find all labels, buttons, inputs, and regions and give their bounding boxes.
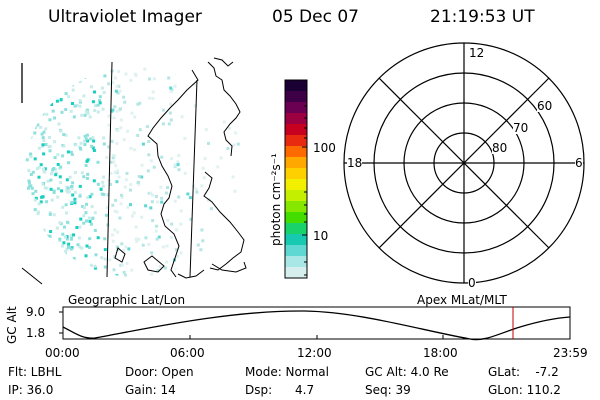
colorbar-band bbox=[285, 201, 307, 213]
colorbar-band bbox=[285, 146, 307, 158]
colorbar-band bbox=[285, 190, 307, 202]
colorbar-band bbox=[285, 245, 307, 257]
instrument-title: Ultraviolet Imager bbox=[48, 7, 202, 27]
mlt-label-6: 6 bbox=[575, 156, 583, 170]
mlat-label-60: 60 bbox=[537, 99, 553, 113]
coastlines bbox=[21, 57, 247, 285]
colorbar-ticks bbox=[302, 105, 307, 276]
dsp-readout: Dsp: 4.7 bbox=[245, 383, 315, 397]
apex-label: Apex MLat/MLT bbox=[417, 293, 507, 307]
date-label: 05 Dec 07 bbox=[272, 7, 359, 27]
colorbar-tick-100: 100 bbox=[313, 141, 336, 155]
altitude-xtick-1800: 18:00 bbox=[423, 346, 458, 360]
time-label: 21:19:53 UT bbox=[430, 7, 535, 27]
colorbar-band bbox=[285, 102, 307, 114]
colorbar-band bbox=[285, 212, 307, 224]
ip-readout: IP: 36.0 bbox=[8, 383, 54, 397]
altitude-xtick-0600: 06:00 bbox=[170, 346, 205, 360]
colorbar-band bbox=[285, 124, 307, 136]
door-readout: Door: Open bbox=[125, 365, 194, 379]
mlt-label-18: 18 bbox=[347, 156, 363, 170]
mlt-label-0: 0 bbox=[468, 276, 476, 290]
geographic-label: Geographic Lat/Lon bbox=[68, 293, 186, 307]
colorbar-band bbox=[285, 80, 307, 92]
colorbar-band bbox=[285, 113, 307, 125]
colorbar-band bbox=[285, 135, 307, 147]
colorbar-band bbox=[285, 179, 307, 191]
colorbar-band bbox=[285, 223, 307, 235]
colorbar-band bbox=[285, 91, 307, 103]
colorbar-gradient bbox=[285, 80, 307, 279]
polar-diagonal-2 bbox=[378, 77, 550, 249]
seq-readout: Seq: 39 bbox=[365, 383, 411, 397]
colorbar-band bbox=[285, 267, 307, 279]
colorbar-band bbox=[285, 157, 307, 169]
colorbar-band bbox=[285, 234, 307, 246]
altitude-xtick-2359: 23:59 bbox=[553, 346, 588, 360]
mlat-label-70: 70 bbox=[513, 121, 529, 135]
filter-readout: Flt: LBHL bbox=[8, 365, 62, 379]
altitude-ytick-1-8: 1.8 bbox=[26, 326, 46, 340]
altitude-ytick-9: 9.0 bbox=[26, 305, 46, 319]
glat-readout: GLat: -7.2 bbox=[488, 365, 559, 379]
mlat-label-80: 80 bbox=[492, 141, 508, 155]
colorbar-band bbox=[285, 256, 307, 268]
colorbar-tick-10: 10 bbox=[313, 229, 329, 243]
mlt-label-12: 12 bbox=[469, 46, 485, 60]
gain-readout: Gain: 14 bbox=[125, 383, 176, 397]
gc-alt-readout: GC Alt: 4.0 Re bbox=[365, 365, 449, 379]
altitude-xtick-0000: 00:00 bbox=[45, 346, 80, 360]
glon-readout: GLon: 110.2 bbox=[488, 383, 561, 397]
altitude-curve bbox=[62, 310, 571, 341]
mode-readout: Mode: Normal bbox=[245, 365, 329, 379]
altitude-xtick-1200: 12:00 bbox=[297, 346, 332, 360]
altitude-ylabel: GC Alt bbox=[5, 306, 19, 344]
colorbar-band bbox=[285, 168, 307, 180]
